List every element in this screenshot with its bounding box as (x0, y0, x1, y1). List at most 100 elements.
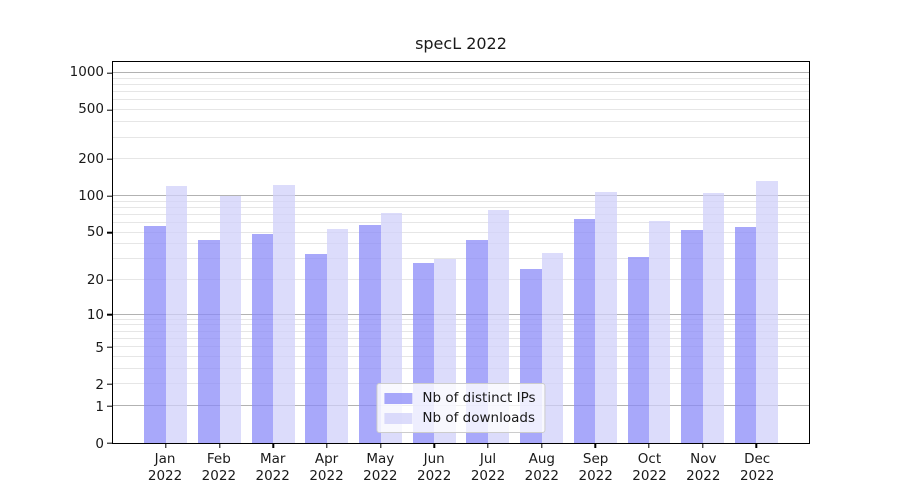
x-tick-label-may: May 2022 (363, 451, 398, 484)
x-tick-label-sep: Sep 2022 (578, 451, 613, 484)
x-tick-mark-mar (272, 443, 274, 448)
gridline-minor-6 (113, 337, 809, 339)
gridline-minor-40 (113, 243, 809, 245)
bar-distinct-ips-mar (251, 233, 274, 443)
y-tick-label-500: 500 (78, 101, 104, 118)
bar-downloads-oct (648, 221, 671, 443)
bar-downloads-aug (541, 252, 564, 443)
x-tick-label-oct: Oct 2022 (632, 451, 667, 484)
gridline-minor-700 (113, 91, 809, 93)
y-tick-mark-200 (107, 158, 113, 160)
gridline-minor-600 (113, 99, 809, 101)
x-tick-label-jun: Jun 2022 (416, 451, 452, 484)
chart-title: specL 2022 (415, 34, 507, 53)
x-tick-label-feb: Feb 2022 (201, 451, 237, 484)
x-tick-label-jul: Jul 2022 (470, 451, 506, 484)
x-tick-label-mar: Mar 2022 (255, 451, 290, 484)
y-tick-label-0: 0 (95, 436, 104, 452)
x-tick-mark-apr (326, 443, 328, 448)
x-tick-mark-nov (701, 443, 704, 448)
gridline-minor-50 (113, 231, 809, 233)
y-tick-label-200: 200 (78, 150, 104, 167)
bar-downloads-mar (273, 184, 295, 443)
legend-item-distinct-ips: Nb of distinct IPs (384, 388, 536, 408)
x-tick-mark-feb (218, 443, 221, 448)
legend-item-downloads: Nb of downloads (384, 408, 535, 428)
gridline-minor-400 (113, 121, 809, 123)
gridline-major-10 (113, 313, 809, 315)
y-tick-label-1000: 1000 (69, 64, 104, 81)
gridline-minor-60 (113, 221, 809, 223)
x-tick-mark-dec (755, 443, 757, 448)
y-tick-label-5: 5 (95, 339, 104, 356)
gridline-minor-800 (113, 84, 809, 86)
bar-downloads-feb (219, 195, 241, 443)
x-tick-label-nov: Nov 2022 (686, 451, 721, 484)
y-tick-label-20: 20 (86, 272, 104, 289)
gridline-minor-20 (113, 279, 809, 281)
gridline-minor-900 (113, 77, 809, 79)
x-tick-mark-sep (594, 443, 596, 448)
legend: Nb of distinct IPs Nb of downloads (376, 383, 546, 433)
bar-distinct-ips-oct (627, 257, 649, 443)
y-tick-mark-0 (107, 442, 113, 444)
y-tick-mark-100 (107, 195, 113, 197)
x-tick-mark-aug (540, 443, 543, 448)
bar-distinct-ips-feb (198, 240, 220, 443)
y-tick-mark-1 (107, 405, 113, 407)
bar-distinct-ips-jan (144, 225, 166, 443)
bar-downloads-dec (756, 180, 778, 443)
gridline-minor-3 (113, 367, 809, 369)
gridline-major-100 (113, 194, 809, 196)
gridline-minor-9 (113, 318, 809, 320)
bar-downloads-nov (702, 192, 725, 443)
legend-label-downloads: Nb of downloads (422, 410, 535, 426)
gridline-minor-200 (113, 158, 809, 160)
legend-swatch-distinct-ips (384, 392, 413, 404)
x-tick-label-apr: Apr 2022 (309, 451, 344, 484)
y-tick-mark-5 (107, 346, 113, 348)
plot-area: Nb of distinct IPs Nb of downloads (107, 61, 810, 448)
y-tick-label-1: 1 (95, 398, 104, 415)
gridline-minor-30 (113, 258, 809, 260)
x-tick-label-aug: Aug 2022 (524, 451, 560, 484)
y-tick-mark-500 (107, 109, 113, 111)
x-axis-labels: Jan 2022 Feb 2022 Mar 2022 Apr 2022 May 2022 Jun 20… (112, 451, 810, 491)
x-tick-mark-jan (165, 443, 167, 448)
y-tick-label-100: 100 (78, 187, 104, 204)
gridline-minor-80 (113, 206, 809, 208)
gridline-major-1000 (113, 72, 809, 74)
bar-distinct-ips-may (359, 224, 381, 443)
gridline-minor-8 (113, 324, 809, 326)
bar-downloads-jan (165, 185, 188, 443)
y-tick-label-10: 10 (86, 306, 104, 323)
y-tick-mark-2 (107, 383, 113, 385)
gridline-minor-90 (113, 200, 809, 202)
gridline-minor-300 (113, 136, 809, 138)
y-tick-mark-20 (107, 279, 113, 281)
bar-distinct-ips-apr (305, 254, 327, 443)
x-tick-label-dec: Dec 2022 (739, 451, 775, 484)
gridline-minor-70 (113, 213, 809, 215)
x-tick-mark-oct (648, 443, 650, 448)
gridline-minor-7 (113, 330, 809, 332)
y-tick-label-2: 2 (95, 376, 104, 393)
bar-downloads-apr (326, 229, 349, 443)
y-tick-mark-50 (107, 231, 113, 234)
x-tick-mark-jun (433, 443, 435, 448)
y-tick-mark-10 (107, 313, 113, 316)
bar-distinct-ips-sep (573, 218, 596, 443)
bar-distinct-ips-dec (734, 226, 757, 443)
y-tick-mark-1000 (107, 72, 113, 74)
y-axis-labels: 0 1 2 5 10 20 50 100 200 500 1000 (0, 61, 104, 452)
gridline-minor-500 (113, 109, 809, 111)
x-tick-label-jan: Jan 2022 (147, 451, 183, 484)
bar-downloads-sep (595, 191, 617, 443)
x-tick-mark-may (379, 443, 382, 448)
legend-label-distinct-ips: Nb of distinct IPs (422, 390, 536, 406)
y-tick-label-50: 50 (86, 224, 104, 241)
legend-swatch-downloads (384, 412, 413, 424)
x-tick-mark-jul (487, 443, 489, 448)
bar-distinct-ips-nov (681, 230, 703, 443)
